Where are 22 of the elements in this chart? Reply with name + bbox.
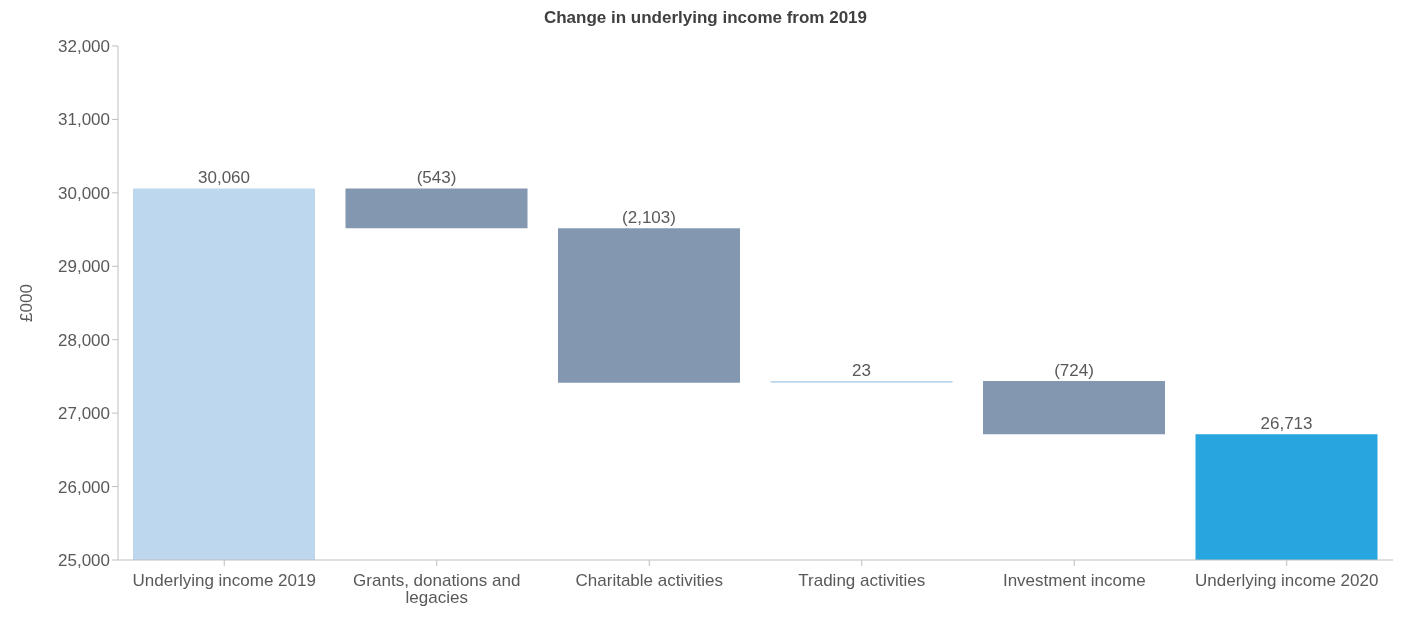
x-tick-label: Underlying income 2020 (1195, 571, 1379, 591)
data-label: 26,713 (1260, 414, 1313, 434)
data-label: (724) (1054, 361, 1094, 381)
y-tick-label: 25,000 (58, 551, 110, 571)
y-tick-label: 31,000 (58, 110, 110, 130)
chart-title: Change in underlying income from 2019 (542, 8, 869, 28)
y-tick-label: 32,000 (58, 37, 110, 57)
x-tick-label: Charitable activities (575, 571, 723, 591)
y-tick-label: 26,000 (58, 477, 110, 497)
x-tick-label: Underlying income 2019 (132, 571, 316, 591)
data-label: (543) (416, 168, 457, 188)
x-tick-label: Investment income (1002, 571, 1146, 591)
y-axis-title: £000 (17, 284, 37, 322)
data-label: (2,103) (622, 208, 676, 228)
data-label: 30,060 (198, 168, 250, 188)
y-tick-label: 30,000 (58, 183, 110, 203)
y-tick-label: 29,000 (58, 257, 110, 277)
data-label: 23 (852, 361, 871, 381)
x-tick-label: Trading activities (798, 571, 926, 591)
y-tick-label: 28,000 (58, 330, 110, 350)
y-tick-label: 27,000 (58, 404, 110, 424)
x-tick-label: Grants, donations and legacies (353, 571, 521, 608)
